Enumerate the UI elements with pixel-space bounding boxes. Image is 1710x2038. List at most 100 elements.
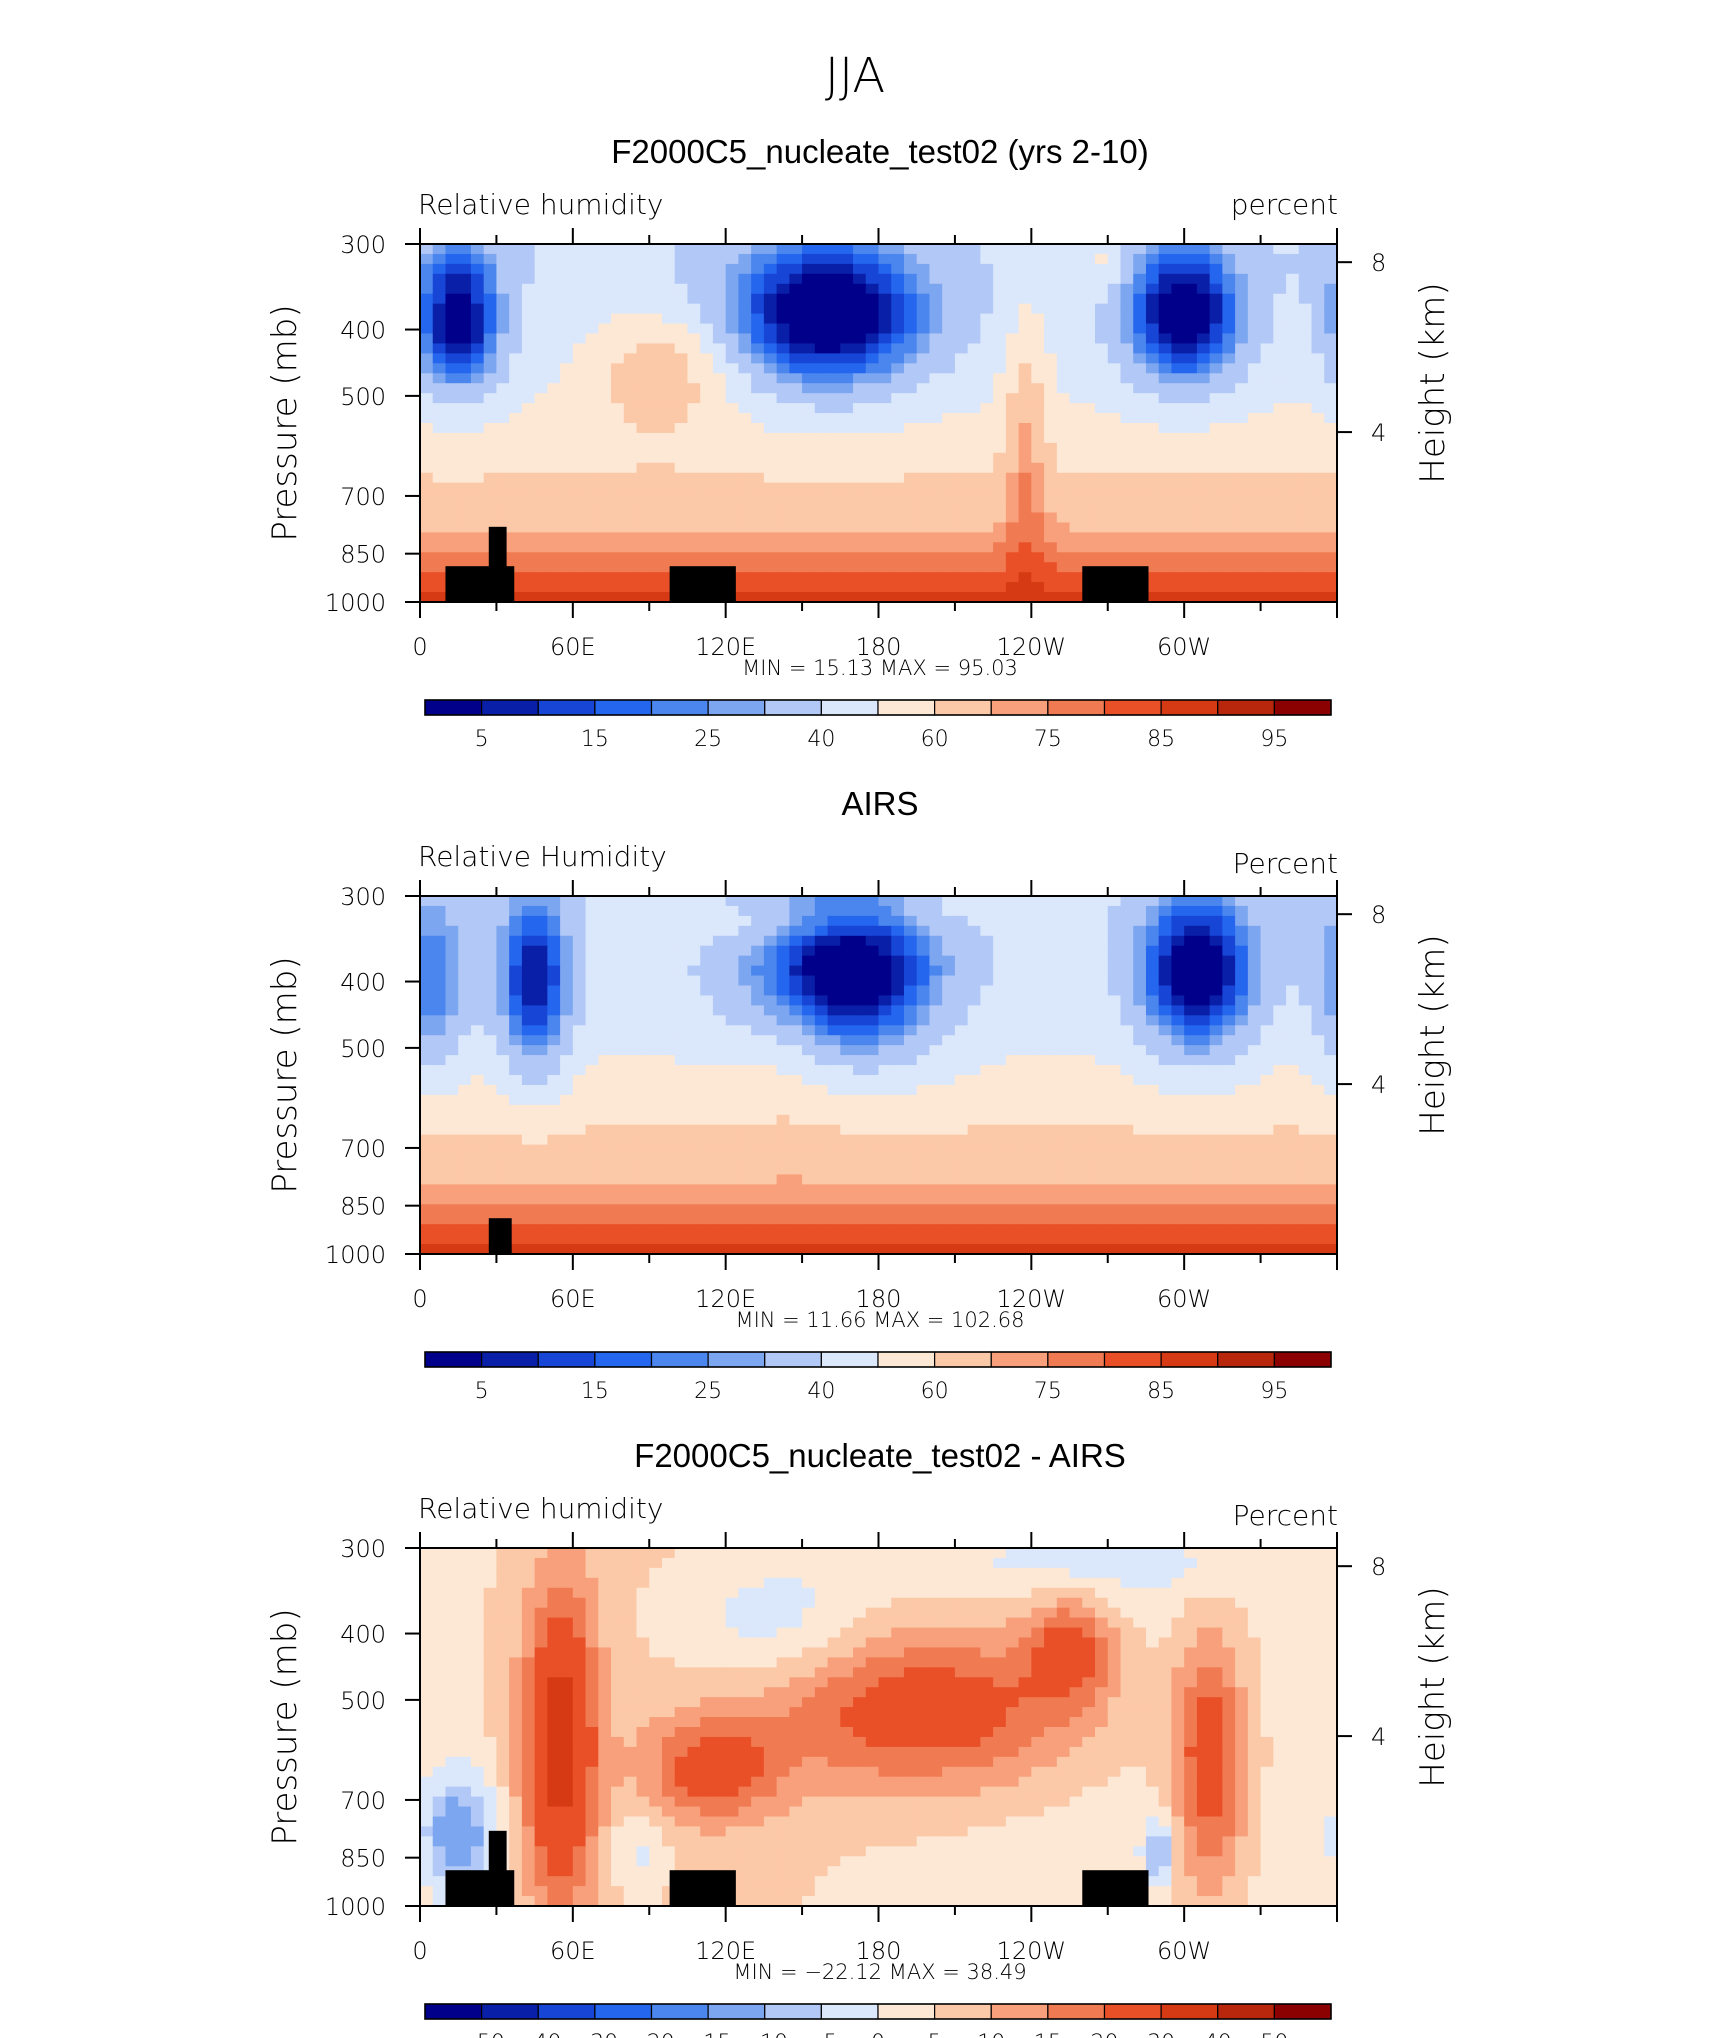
heatmap-cell <box>458 1075 472 1086</box>
heatmap-cell <box>1145 925 1160 937</box>
heatmap-cell <box>611 283 625 295</box>
heatmap-cell <box>865 582 880 593</box>
heatmap-cell <box>674 482 689 494</box>
heatmap-cell <box>560 542 574 553</box>
heatmap-cell <box>878 965 892 977</box>
heatmap-cell <box>623 1114 638 1126</box>
heatmap-cell <box>789 423 803 434</box>
heatmap-cell <box>967 955 981 967</box>
heatmap-cell <box>751 1194 765 1205</box>
heatmap-cell <box>560 1075 574 1086</box>
heatmap-cell <box>674 1194 689 1205</box>
heatmap-cell <box>1286 925 1300 937</box>
heatmap-cell <box>1107 502 1122 514</box>
heatmap-cell <box>827 1184 841 1195</box>
heatmap-cell <box>1273 1134 1287 1146</box>
heatmap-cell <box>763 945 778 957</box>
heatmap-cell <box>1069 303 1083 315</box>
heatmap-cell <box>623 945 638 957</box>
heatmap-cell <box>725 1035 740 1046</box>
heatmap-cell <box>738 1084 752 1096</box>
heatmap-cell <box>751 975 765 987</box>
heatmap-cell <box>929 1045 943 1056</box>
heatmap-cell <box>547 423 561 434</box>
heatmap-cell <box>470 985 485 997</box>
heatmap-cell <box>420 592 434 603</box>
heatmap-cell <box>649 552 663 563</box>
heatmap-cell <box>483 472 498 484</box>
heatmap-cell <box>1222 975 1236 987</box>
heatmap-cell <box>445 1094 459 1106</box>
heatmap-cell <box>1145 582 1160 593</box>
heatmap-cell <box>1056 582 1071 593</box>
heatmap-cell <box>483 995 498 1006</box>
heatmap-cell <box>521 1104 536 1116</box>
heatmap-cell <box>611 532 625 543</box>
heatmap-cell <box>763 1005 778 1016</box>
heatmap-cell <box>661 955 676 967</box>
heatmap-cell <box>980 492 994 504</box>
heatmap-cell <box>674 925 689 937</box>
heatmap-cell <box>687 1015 701 1026</box>
heatmap-cell <box>865 1035 880 1046</box>
heatmap-cell <box>534 452 548 464</box>
heatmap-cell <box>878 323 892 335</box>
heatmap-cell <box>954 423 969 434</box>
heatmap-cell <box>1158 512 1173 524</box>
heatmap-cell <box>814 313 829 325</box>
heatmap-cell <box>789 1065 803 1076</box>
heatmap-cell <box>585 1065 599 1076</box>
heatmap-cell <box>509 1045 523 1056</box>
heatmap-cell <box>598 945 612 957</box>
heatmap-cell <box>432 303 447 315</box>
heatmap-cell <box>712 393 727 404</box>
heatmap-cell <box>814 935 829 947</box>
heatmap-cell <box>598 313 612 325</box>
heatmap-cell <box>1107 896 1122 907</box>
heatmap-cell <box>891 532 905 543</box>
heatmap-cell <box>929 273 943 285</box>
heatmap-cell <box>432 925 447 937</box>
heatmap-cell <box>954 1164 969 1176</box>
heatmap-cell <box>1324 442 1338 454</box>
heatmap-cell <box>712 896 727 907</box>
heatmap-cell <box>1095 1194 1109 1205</box>
heatmap-cell <box>1235 1154 1249 1166</box>
heatmap-cell <box>674 935 689 947</box>
heatmap-cell <box>1184 522 1198 533</box>
heatmap-cell <box>470 343 485 354</box>
heatmap-cell <box>483 462 498 474</box>
heatmap-cell <box>496 323 510 335</box>
heatmap-cell <box>1235 293 1249 305</box>
heatmap-cell <box>1120 896 1134 907</box>
heatmap-cell <box>1273 462 1287 474</box>
heatmap-cell <box>700 1104 714 1116</box>
colorbar-swatch <box>594 699 653 716</box>
heatmap-cell <box>611 1104 625 1116</box>
heatmap-cell <box>802 1055 816 1066</box>
heatmap-cell <box>674 492 689 504</box>
heatmap-cell <box>458 945 472 957</box>
heatmap-cell <box>1107 995 1122 1006</box>
heatmap-cell <box>598 363 612 374</box>
heatmap-cell <box>814 1075 829 1086</box>
heatmap-cell <box>1018 985 1032 997</box>
heatmap-cell <box>763 502 778 514</box>
heatmap-cell <box>445 492 459 504</box>
heatmap-cell <box>827 492 841 504</box>
heatmap-cell <box>903 592 918 603</box>
heatmap-cell <box>763 413 778 424</box>
heatmap-cell <box>572 1055 587 1066</box>
heatmap-cell <box>585 955 599 967</box>
heatmap-cell <box>916 263 931 275</box>
heatmap-cell <box>789 353 803 364</box>
heatmap-cell <box>1107 323 1122 335</box>
heatmap-cell <box>470 1035 485 1046</box>
heatmap-cell <box>534 975 548 987</box>
heatmap-cell <box>674 1124 689 1136</box>
heatmap-cell <box>712 482 727 494</box>
heatmap-cell <box>878 512 892 524</box>
heatmap-cell <box>1056 1154 1071 1166</box>
heatmap-cell <box>802 393 816 404</box>
heatmap-cell <box>521 413 536 424</box>
